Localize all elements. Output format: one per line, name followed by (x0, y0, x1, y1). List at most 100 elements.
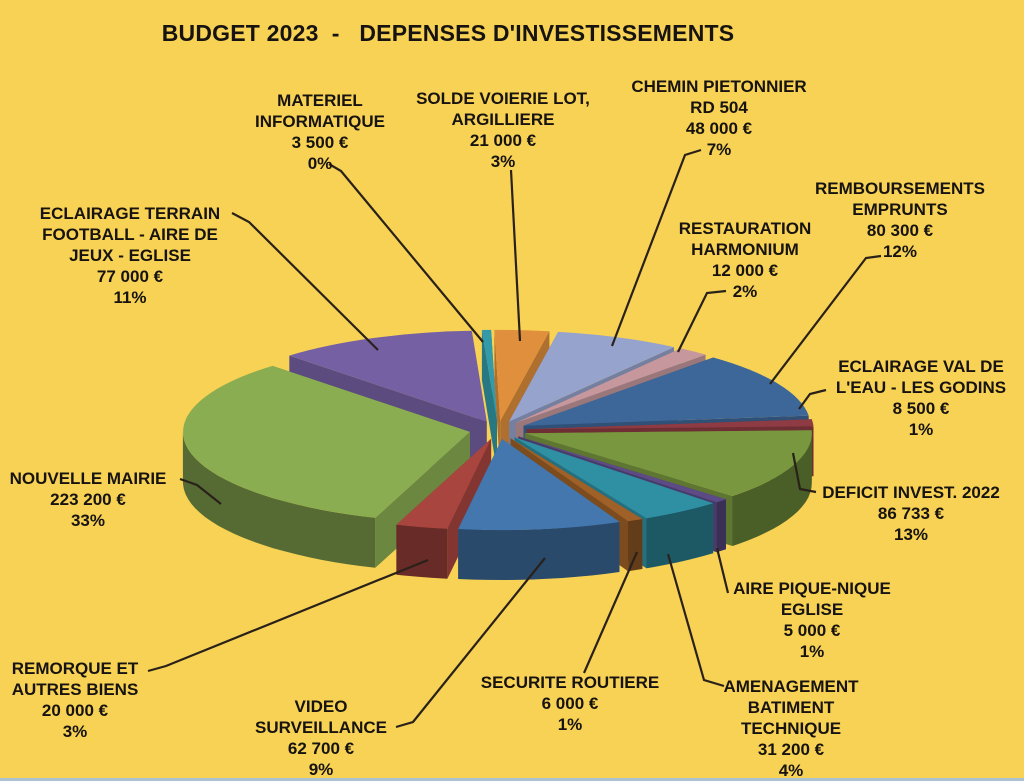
leader-line-restauration-harmonium (677, 289, 727, 353)
pie-slice-materiel-informatique (481, 329, 497, 421)
leader-line-amenagement-batiment (666, 553, 725, 688)
slice-amount-text: 48 000 € (685, 119, 753, 138)
slice-label-aire-pique-nique: AIRE PIQUE-NIQUE EGLISE 5 000 € 1% (733, 578, 891, 662)
slice-label-text: L'EAU - LES GODINS (835, 378, 1007, 397)
slice-label-text: REMORQUE ET (11, 659, 139, 678)
slice-label-amenagement-batiment: AMENAGEMENT BATIMENT TECHNIQUE 31 200 € 4% (723, 676, 858, 781)
leader-line-solde-voierie (509, 169, 522, 342)
slice-label-text: TECHNIQUE (740, 719, 842, 738)
slice-label-text: ECLAIRAGE VAL DE (838, 357, 1004, 376)
slice-label-text: FOOTBALL - AIRE DE (42, 225, 218, 244)
slice-percent-text: 3% (62, 722, 88, 741)
pie-slice-eclairage-val (526, 419, 814, 430)
slice-amount-text: 21 000 € (469, 131, 537, 150)
pie-slice-securite-routiere-outer-wall (628, 519, 643, 572)
pie-slice-restauration-harmonium (515, 348, 706, 423)
leader-line-aire-pique-nique (715, 547, 730, 594)
slice-label-text: AUTRES BIENS (11, 680, 139, 699)
slice-amount-text: 3 500 € (291, 133, 349, 152)
pie-slice-remorque (396, 438, 492, 529)
pie-slice-solde-voierie-cut-wall (494, 329, 501, 471)
slice-label-text: REMBOURSEMENTS (814, 179, 986, 198)
slice-label-text: ECLAIRAGE TERRAIN (39, 204, 221, 223)
leader-line-deficit-invest (791, 452, 817, 494)
slice-label-text: JEUX - EGLISE (69, 246, 191, 265)
pie-slice-video-surveillance (458, 439, 620, 531)
pie-slice-video-surveillance-outer-wall (458, 522, 620, 580)
leader-line-securite-routiere (582, 551, 639, 674)
slice-label-deficit-invest: DEFICIT INVEST. 2022 86 733 € 13% (822, 482, 1000, 545)
slice-percent-text: 7% (706, 140, 732, 159)
slice-label-eclairage-terrain: ECLAIRAGE TERRAIN FOOTBALL - AIRE DE JEUX … (40, 203, 220, 308)
pie-slice-materiel-informatique-cut-wall (481, 330, 497, 471)
pie-slice-remboursements-emprunts (523, 357, 809, 426)
slice-label-text: AMENAGEMENT (723, 677, 859, 696)
pie-slice-securite-routiere (510, 438, 643, 522)
slice-label-text: AIRE PIQUE-NIQUE (733, 579, 891, 598)
slice-label-text: DEFICIT INVEST. 2022 (822, 483, 1000, 502)
slice-amount-text: 77 000 € (96, 267, 164, 286)
slice-label-text: HARMONIUM (691, 240, 799, 259)
pie-slice-remorque-outer-wall (396, 524, 448, 579)
slice-label-text: VIDEO (294, 697, 348, 716)
slice-label-text: RD 504 (690, 98, 748, 117)
leader-line-nouvelle-mairie (179, 477, 222, 505)
slice-label-chemin-pietonnier: CHEMIN PIETONNIER RD 504 48 000 € 7% (631, 76, 806, 160)
slice-label-remboursements-emprunts: REMBOURSEMENTS EMPRUNTS 80 300 € 12% (815, 178, 985, 262)
slice-label-text: EMPRUNTS (852, 200, 948, 219)
leader-line-materiel-informatique (328, 163, 484, 343)
slice-amount-text: 8 500 € (892, 399, 950, 418)
pie-slice-nouvelle-mairie-outer-wall (182, 431, 376, 568)
slice-label-nouvelle-mairie: NOUVELLE MAIRIE 223 200 € 33% (10, 468, 167, 531)
slice-percent-text: 2% (732, 282, 758, 301)
slice-label-text: RESTAURATION (678, 219, 812, 238)
slice-label-text: NOUVELLE MAIRIE (9, 469, 167, 488)
slice-amount-text: 223 200 € (50, 490, 126, 509)
slice-label-remorque: REMORQUE ET AUTRES BIENS 20 000 € 3% (12, 658, 139, 742)
slice-percent-text: 1% (908, 420, 934, 439)
pie-slice-deficit-invest-outer-wall (732, 433, 812, 546)
slice-amount-text: 31 200 € (757, 740, 825, 759)
slice-label-text: BATIMENT (747, 698, 835, 717)
slice-amount-text: 20 000 € (41, 701, 109, 720)
slice-label-restauration-harmonium: RESTAURATION HARMONIUM 12 000 € 2% (679, 218, 812, 302)
pie-slice-aire-pique-nique (518, 436, 726, 503)
slice-amount-text: 80 300 € (866, 221, 934, 240)
slice-percent-text: 33% (70, 511, 106, 530)
chart-title: BUDGET 2023 - DEPENSES D'INVESTISSEMENTS (161, 20, 735, 46)
slice-amount-text: 12 000 € (711, 261, 779, 280)
leader-line-video-surveillance (395, 557, 546, 729)
leader-line-chemin-pietonnier (610, 148, 702, 347)
slice-percent-text: 0% (307, 154, 333, 173)
leader-line-eclairage-val (798, 388, 827, 410)
slice-label-video-surveillance: VIDEO SURVEILLANCE 62 700 € 9% (255, 696, 387, 780)
slice-label-text: CHEMIN PIETONNIER (631, 77, 807, 96)
pie-slice-amenagement-batiment-outer-wall (646, 503, 714, 569)
slice-amount-text: 5 000 € (783, 621, 841, 640)
leader-line-remboursements-emprunts (769, 254, 882, 385)
slice-label-text: SURVEILLANCE (255, 718, 387, 737)
pie-slice-deficit-invest (524, 430, 812, 496)
pie-slice-nouvelle-mairie (183, 365, 470, 518)
leader-line-remorque (147, 558, 429, 673)
slice-label-text: SOLDE VOIERIE LOT, (416, 89, 590, 108)
slice-label-text: INFORMATIQUE (254, 112, 386, 131)
pie-slice-amenagement-batiment (514, 437, 714, 519)
pie-slice-eclairage-terrain (289, 330, 487, 422)
slice-label-eclairage-val: ECLAIRAGE VAL DE L'EAU - LES GODINS 8 500 … (836, 356, 1006, 440)
slice-label-text: SECURITE ROUTIERE (480, 673, 660, 692)
slice-label-materiel-informatique: MATERIEL INFORMATIQUE 3 500 € 0% (255, 90, 385, 174)
slice-percent-text: 3% (490, 152, 516, 171)
slice-label-text: MATERIEL (277, 91, 363, 110)
slice-label-securite-routiere: SECURITE ROUTIERE 6 000 € 1% (481, 672, 660, 735)
slice-percent-text: 13% (893, 525, 929, 544)
pie-slice-aire-pique-nique-outer-wall (716, 499, 726, 553)
slice-percent-text: 9% (308, 760, 334, 779)
pie-slice-chemin-pietonnier (509, 331, 674, 422)
slice-percent-text: 1% (799, 642, 825, 661)
slice-amount-text: 86 733 € (877, 504, 945, 523)
slice-label-text: EGLISE (780, 600, 844, 619)
slice-amount-text: 62 700 € (287, 739, 355, 758)
leader-line-eclairage-terrain (231, 212, 379, 351)
